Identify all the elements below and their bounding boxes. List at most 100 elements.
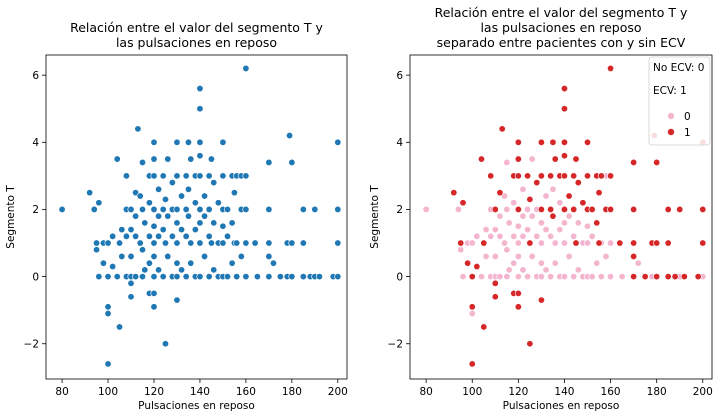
data-point [574, 179, 582, 187]
data-point [491, 252, 499, 260]
data-point [182, 172, 190, 180]
data-point [491, 293, 499, 301]
data-point [537, 205, 545, 213]
data-point [145, 199, 153, 207]
data-point [164, 252, 172, 260]
data-point [253, 273, 261, 281]
data-point [145, 259, 153, 267]
data-point [526, 195, 534, 203]
data-point [454, 205, 462, 213]
data-point [116, 323, 124, 331]
legend-label: 1 [684, 127, 691, 139]
data-point [602, 252, 610, 260]
data-point [588, 232, 596, 240]
data-point [547, 205, 555, 213]
data-point [547, 232, 555, 240]
data-point [132, 273, 140, 281]
data-point [503, 246, 511, 254]
data-point [616, 239, 624, 247]
data-point [514, 222, 522, 230]
y-tick-label: 2 [396, 204, 403, 216]
data-point [334, 239, 342, 247]
data-point [524, 273, 532, 281]
data-point [549, 185, 557, 193]
data-point [514, 252, 522, 260]
data-point [139, 205, 147, 213]
data-point [150, 273, 158, 281]
data-point [595, 239, 603, 247]
data-point [468, 360, 476, 368]
data-point [528, 212, 536, 220]
data-point [150, 155, 158, 163]
data-point [201, 192, 209, 200]
data-point [242, 273, 250, 281]
data-point [161, 195, 169, 203]
chart-title-line: las pulsaciones en reposo [480, 20, 641, 35]
data-point [104, 239, 112, 247]
x-axis-label: Pulsaciones en reposo [503, 400, 620, 412]
y-tick-label: 0 [32, 271, 39, 283]
data-point [109, 232, 117, 240]
chart-title-line: las pulsaciones en reposo [116, 35, 277, 50]
data-point [168, 232, 176, 240]
data-point [205, 205, 213, 213]
data-point [542, 192, 550, 200]
data-point [514, 303, 522, 311]
data-point [514, 273, 522, 281]
data-point [214, 199, 222, 207]
data-point [634, 259, 642, 267]
data-point [288, 273, 296, 281]
data-point [560, 172, 568, 180]
data-point [496, 273, 504, 281]
data-point [118, 252, 126, 260]
y-axis-label: Segmento T [369, 185, 381, 249]
data-point [334, 273, 342, 281]
data-point [265, 252, 273, 260]
data-point [572, 155, 580, 163]
chart-title-line: Relación entre el valor del segmento T y [70, 20, 323, 35]
data-point [242, 205, 250, 213]
data-point [104, 360, 112, 368]
data-point [334, 205, 342, 213]
data-point [572, 239, 580, 247]
data-point [150, 138, 158, 146]
data-point [182, 205, 190, 213]
data-point [480, 239, 488, 247]
data-point [205, 172, 213, 180]
data-point [150, 239, 158, 247]
data-point [641, 273, 649, 281]
data-point [537, 296, 545, 304]
data-point [468, 303, 476, 311]
data-point [150, 252, 158, 260]
data-point [551, 259, 559, 267]
x-tick-label: 120 [144, 386, 164, 398]
data-point [547, 172, 555, 180]
y-tick-label: −2 [24, 339, 39, 351]
data-point [134, 125, 142, 133]
data-point [187, 239, 195, 247]
data-point [595, 189, 603, 197]
data-point [196, 105, 204, 113]
data-point [464, 259, 472, 267]
data-point [630, 252, 638, 260]
data-point [496, 232, 504, 240]
data-point [265, 239, 273, 247]
data-point [477, 273, 485, 281]
data-point [150, 289, 158, 297]
data-point [164, 212, 172, 220]
data-point [574, 266, 582, 274]
data-point [288, 239, 296, 247]
data-point [150, 303, 158, 311]
data-point [228, 259, 236, 267]
data-point [178, 192, 186, 200]
data-point [210, 266, 218, 274]
data-point [473, 263, 481, 271]
data-point [237, 252, 245, 260]
data-point [699, 205, 707, 213]
data-point [510, 232, 518, 240]
data-point [630, 158, 638, 166]
data-point [196, 273, 204, 281]
data-point [196, 152, 204, 160]
x-tick-label: 100 [462, 386, 482, 398]
